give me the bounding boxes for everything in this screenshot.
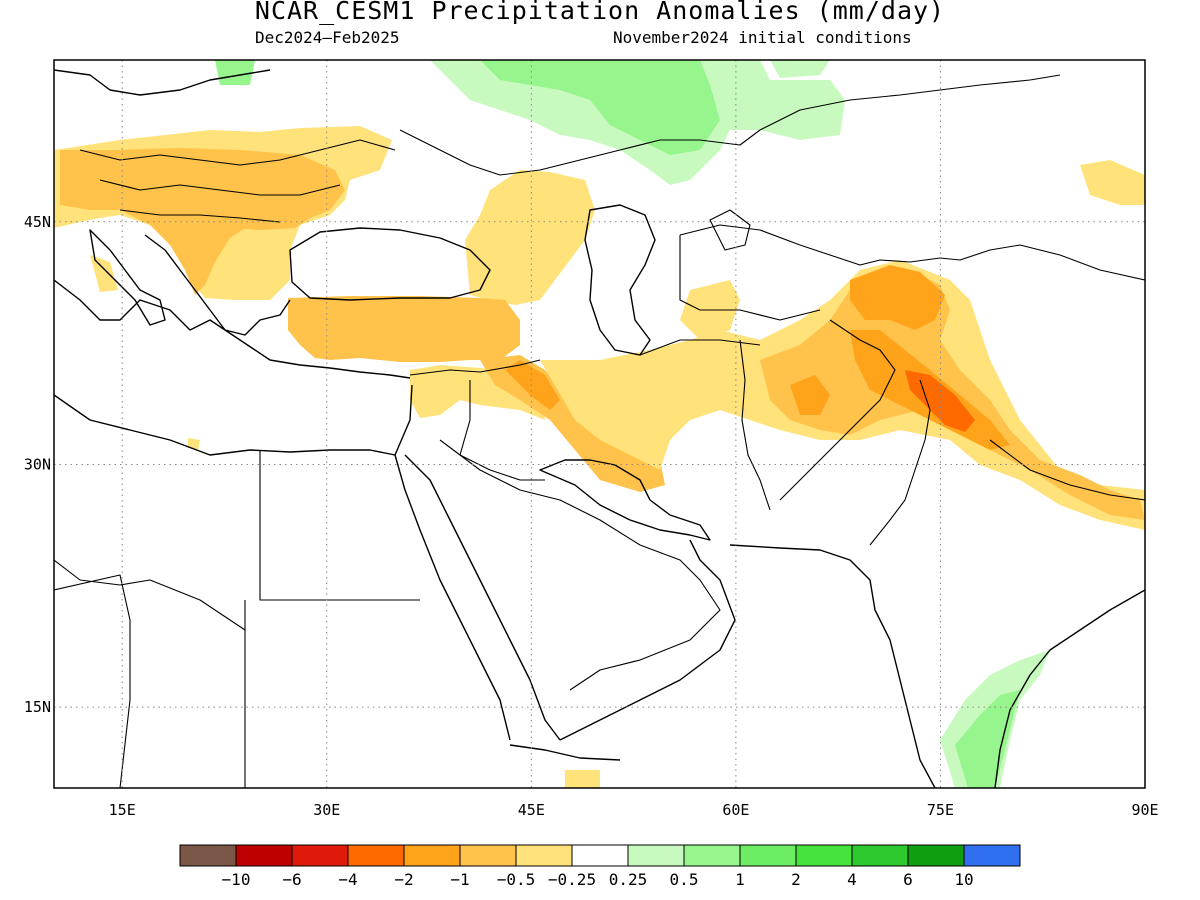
border-iraq xyxy=(459,380,545,481)
longitude-labels: 15E 30E 45E 60E 75E 90E xyxy=(109,801,1159,819)
colorbar-swatch xyxy=(739,844,797,867)
colorbar-label: −1 xyxy=(450,870,469,889)
border-central-asia xyxy=(679,224,1145,281)
coast-italy xyxy=(89,229,166,326)
coast-arabia-south xyxy=(559,539,736,741)
lon-tick-label: 15E xyxy=(109,801,136,819)
dry-region-arabian-coast xyxy=(565,770,600,788)
country-borders xyxy=(54,74,1145,788)
coast-somalia xyxy=(509,744,621,761)
border-europe xyxy=(79,139,396,166)
border-europe-2 xyxy=(99,179,341,196)
border-iran-afghan xyxy=(739,339,771,511)
coast-black-sea xyxy=(289,227,491,301)
border-india-nepal xyxy=(989,439,1145,501)
colorbar-swatch xyxy=(627,844,685,867)
colorbar-swatch xyxy=(459,844,517,867)
colorbar-label: −0.25 xyxy=(548,870,596,889)
colorbar-swatch xyxy=(515,844,573,867)
border-egypt-libya xyxy=(259,450,420,601)
border-turkey-syria xyxy=(409,359,541,376)
wet-region-scandinavia xyxy=(215,60,255,85)
border-pak-india xyxy=(869,379,931,546)
colorbar-label: −6 xyxy=(282,870,301,889)
border-europe-3 xyxy=(119,209,281,223)
colorbar-label: −0.5 xyxy=(497,870,536,889)
coast-baltic xyxy=(54,69,271,96)
latitude-labels: 45N 30N 15N xyxy=(24,213,51,716)
border-afghan-pak xyxy=(779,319,896,501)
wet-region-kazakhstan-mid xyxy=(480,60,720,155)
coast-balkans xyxy=(144,234,291,336)
dry-region-caucasus xyxy=(465,170,595,305)
colorbar-label: −10 xyxy=(222,870,251,889)
colorbar-swatch xyxy=(235,844,293,867)
gridlines xyxy=(54,60,1145,788)
colorbar-label: 4 xyxy=(847,870,857,889)
colorbar-swatch xyxy=(683,844,741,867)
border-turkmen xyxy=(639,339,761,356)
coast-caspian xyxy=(584,204,656,356)
colorbar-label: 0.5 xyxy=(670,870,699,889)
lat-tick-label: 45N xyxy=(24,213,51,231)
map-canvas xyxy=(54,60,1145,788)
colorbar-swatch xyxy=(179,844,237,867)
wet-anomaly-regions xyxy=(215,60,1050,788)
colorbar-label: 10 xyxy=(954,870,973,889)
dry-region-zagros xyxy=(505,360,560,410)
colorbar xyxy=(179,844,1021,867)
colorbar-label: 1 xyxy=(735,870,745,889)
dry-region-afghan-core xyxy=(790,375,830,415)
initial-conditions: November2024 initial conditions xyxy=(613,28,912,47)
colorbar-label: 0.25 xyxy=(609,870,648,889)
map-title: NCAR_CESM1 Precipitation Anomalies (mm/d… xyxy=(254,0,946,25)
colorbar-label: −4 xyxy=(338,870,357,889)
colorbar-swatch xyxy=(571,844,629,867)
colorbar-swatch xyxy=(403,844,461,867)
map-frame xyxy=(53,59,1146,789)
colorbar-swatch xyxy=(907,844,965,867)
colorbar-labels: −10 −6 −4 −2 −1 −0.5 −0.25 0.25 0.5 1 2 4 6 10 xyxy=(222,870,974,889)
lat-tick-label: 30N xyxy=(24,455,51,473)
forecast-period: Dec2024–Feb2025 xyxy=(255,28,400,47)
dry-region-libya xyxy=(188,438,200,450)
border-uzbek xyxy=(679,235,821,321)
border-russia-kaz xyxy=(399,74,1061,176)
colorbar-label: 6 xyxy=(903,870,913,889)
coast-red-sea-west xyxy=(394,454,511,741)
border-kazakh-lake xyxy=(709,209,751,251)
lon-tick-label: 60E xyxy=(722,801,749,819)
coast-mediterranean-south xyxy=(54,384,413,456)
wet-region-india-mid xyxy=(955,690,1020,788)
lon-tick-label: 30E xyxy=(313,801,340,819)
border-chad xyxy=(54,559,246,631)
wet-region-ural xyxy=(770,60,830,78)
border-saudi xyxy=(439,439,721,691)
colorbar-label: 2 xyxy=(791,870,801,889)
lon-tick-label: 90E xyxy=(1131,801,1158,819)
colorbar-swatch xyxy=(291,844,349,867)
colorbar-swatch xyxy=(851,844,909,867)
coast-india-east xyxy=(994,589,1145,788)
coast-mediterranean-north xyxy=(54,279,411,379)
lon-tick-label: 45E xyxy=(518,801,545,819)
border-west xyxy=(54,574,131,788)
colorbar-swatch xyxy=(963,844,1021,867)
lon-tick-label: 75E xyxy=(927,801,954,819)
coast-persian-gulf xyxy=(539,459,711,541)
dry-region-turkey xyxy=(288,296,520,362)
dry-region-tajik xyxy=(850,265,945,330)
coast-pakistan-india xyxy=(729,544,936,788)
dry-region-europe-light xyxy=(90,255,118,292)
coast-red-sea-east xyxy=(404,454,561,741)
coastlines xyxy=(54,69,1145,788)
dry-region-mongolia xyxy=(1080,160,1145,205)
colorbar-swatch xyxy=(795,844,853,867)
colorbar-swatch xyxy=(347,844,405,867)
colorbar-label: −2 xyxy=(394,870,413,889)
lat-tick-label: 15N xyxy=(24,698,51,716)
